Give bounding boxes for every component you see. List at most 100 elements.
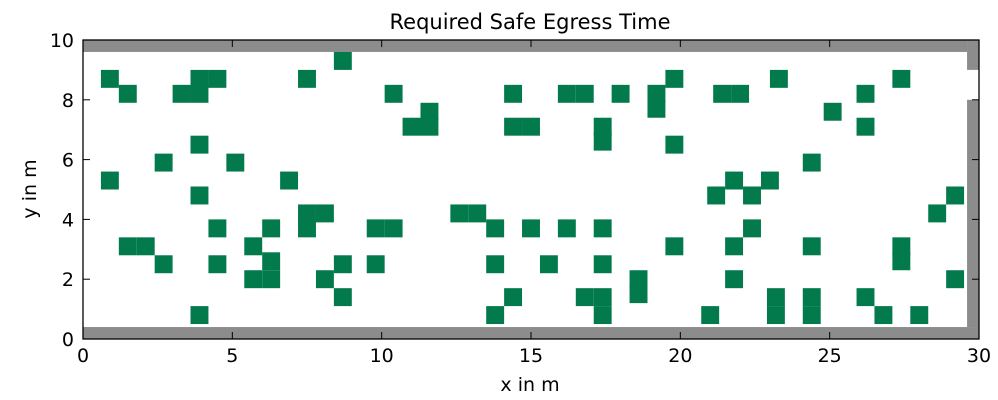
y-axis-label: y in m <box>19 159 41 218</box>
obstacle-cell <box>707 186 726 205</box>
obstacle-cell <box>713 84 732 103</box>
wall-segment <box>83 40 968 52</box>
obstacle-cell <box>593 219 612 238</box>
obstacle-cell <box>504 117 523 136</box>
obstacle-cell <box>468 204 487 223</box>
obstacle-cell <box>100 171 119 190</box>
obstacle-cell <box>450 204 469 223</box>
x-tick-label: 25 <box>818 345 842 367</box>
obstacle-cell <box>366 219 385 238</box>
plot-area <box>82 39 980 340</box>
obstacle-cell <box>118 84 137 103</box>
floor-area <box>83 40 979 339</box>
obstacle-cell <box>760 171 779 190</box>
obstacle-cell <box>575 84 594 103</box>
obstacle-cell <box>504 288 523 307</box>
obstacle-cell <box>384 84 403 103</box>
x-tick-label: 5 <box>226 345 238 367</box>
obstacle-cell <box>892 252 911 271</box>
obstacle-cell <box>557 84 576 103</box>
obstacle-cell <box>333 255 352 274</box>
wall-segment <box>967 99 979 328</box>
obstacle-cell <box>190 69 209 88</box>
obstacle-cell <box>486 219 505 238</box>
obstacle-cell <box>539 255 558 274</box>
obstacle-cell <box>315 204 334 223</box>
obstacle-cell <box>298 204 316 223</box>
obstacle-cell <box>611 84 630 103</box>
obstacle-cell <box>298 219 316 238</box>
obstacle-cell <box>190 84 209 103</box>
chart-title: Required Safe Egress Time <box>390 10 671 34</box>
obstacle-cell <box>647 84 666 103</box>
obstacle-cell <box>298 69 316 88</box>
obstacle-cell <box>226 153 245 172</box>
obstacle-cell <box>208 255 227 274</box>
obstacle-cell <box>701 306 720 325</box>
obstacle-cell <box>874 306 893 325</box>
obstacle-cell <box>100 69 119 88</box>
obstacle-cell <box>333 288 352 307</box>
obstacle-cell <box>190 306 209 325</box>
y-tick-label: 10 <box>50 30 74 52</box>
obstacle-cell <box>743 219 761 238</box>
x-tick-label: 10 <box>370 345 394 367</box>
obstacle-cell <box>946 270 965 289</box>
obstacle-cell <box>172 84 191 103</box>
obstacle-cell <box>190 186 209 205</box>
obstacle-cell <box>665 69 684 88</box>
y-tick-label: 6 <box>62 150 74 172</box>
obstacle-cell <box>208 219 227 238</box>
obstacle-cell <box>262 219 281 238</box>
axis-ticks: 0 5 10 15 20 25 30 0 2 4 6 8 10 <box>50 30 991 367</box>
obstacle-cell <box>802 153 821 172</box>
y-tick-label: 8 <box>62 90 74 112</box>
obstacle-cell <box>593 132 612 151</box>
obstacle-cell <box>766 306 785 325</box>
obstacle-cell <box>522 219 540 238</box>
obstacle-cell <box>244 270 263 289</box>
obstacle-cell <box>629 285 648 304</box>
obstacle-cell <box>557 219 576 238</box>
obstacle-cell <box>118 237 137 256</box>
obstacle-cell <box>402 117 421 136</box>
obstacle-cell <box>522 117 540 136</box>
obstacle-cell <box>504 84 523 103</box>
obstacle-cell <box>486 255 505 274</box>
obstacle-cell <box>244 237 263 256</box>
y-tick-label: 4 <box>62 209 74 231</box>
obstacle-cell <box>593 288 612 307</box>
y-tick-label: 0 <box>62 329 74 351</box>
obstacle-cell <box>856 84 875 103</box>
obstacle-cell <box>154 255 173 274</box>
x-tick-label: 0 <box>77 345 89 367</box>
obstacle-cell <box>802 288 821 307</box>
obstacle-cell <box>366 255 385 274</box>
obstacle-cell <box>725 171 744 190</box>
x-tick-label: 20 <box>668 345 692 367</box>
obstacle-cell <box>486 306 505 325</box>
obstacle-cell <box>743 186 761 205</box>
obstacle-cell <box>823 102 842 121</box>
obstacle-cell <box>629 270 648 289</box>
y-tick-label: 2 <box>62 269 74 291</box>
obstacle-cell <box>725 270 744 289</box>
obstacle-cell <box>333 51 352 70</box>
obstacle-cell <box>647 99 666 118</box>
obstacle-cell <box>802 306 821 325</box>
obstacle-cell <box>136 237 155 256</box>
obstacle-cell <box>946 186 965 205</box>
obstacle-cell <box>154 153 173 172</box>
obstacle-cell <box>856 117 875 136</box>
x-axis-label: x in m <box>500 374 559 396</box>
obstacle-cell <box>420 117 439 136</box>
obstacle-cell <box>280 171 299 190</box>
obstacle-cell <box>262 252 281 271</box>
obstacle-cell <box>420 102 439 121</box>
obstacle-cell <box>725 237 744 256</box>
obstacle-cell <box>665 135 684 154</box>
obstacle-cell <box>593 117 612 136</box>
obstacle-cell <box>593 306 612 325</box>
obstacle-cell <box>892 69 911 88</box>
